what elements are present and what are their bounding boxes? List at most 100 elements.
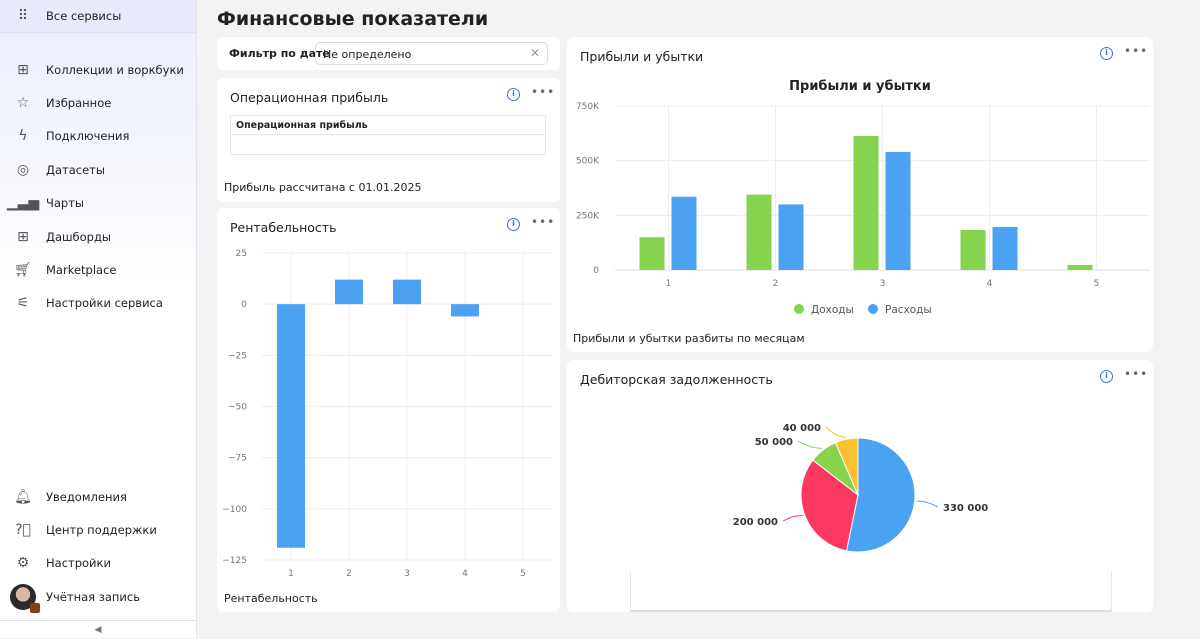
sidebar-item-label: Настройки xyxy=(46,556,111,571)
y-tick-label: −25 xyxy=(228,351,247,361)
bar xyxy=(451,304,479,317)
all-services-label: Все сервисы xyxy=(46,9,122,24)
dashboards-icon: ⊞ xyxy=(17,228,29,245)
pie-slice xyxy=(800,459,859,552)
sidebar-item-account[interactable]: Учётная запись xyxy=(0,580,196,613)
widget-title: Операционная прибыль xyxy=(230,90,389,105)
clear-icon[interactable]: ✕ xyxy=(529,46,540,60)
x-tick-label: 3 xyxy=(880,279,886,289)
sidebar-item-notifications[interactable]: 🔔︎ Уведомления xyxy=(0,480,196,513)
widget-note: Прибыль рассчитана с 01.01.2025 xyxy=(224,181,422,194)
star-icon: ☆ xyxy=(16,95,30,112)
collapse-sidebar-button[interactable]: ◀ xyxy=(0,620,196,638)
sidebar-item-marketplace[interactable]: 🛒︎ Marketplace xyxy=(0,253,196,286)
pie-label: 330 000 xyxy=(943,503,988,514)
bar-income xyxy=(1067,264,1093,270)
sidebar-item-label: Коллекции и воркбуки xyxy=(46,62,184,77)
sidebar-item-service-settings[interactable]: ⚟ Настройки сервиса xyxy=(0,287,196,320)
date-filter-select[interactable]: Не определено ✕ xyxy=(315,42,548,65)
chart-title: Прибыли и убытки xyxy=(789,79,931,94)
sidebar-item-settings[interactable]: ⚙ Настройки xyxy=(0,547,196,580)
y-tick-label: −75 xyxy=(228,454,247,464)
sidebar-item-favorites[interactable]: ☆ Избранное xyxy=(0,86,196,119)
sidebar-item-label: Датасеты xyxy=(46,162,105,177)
pnl-widget: Прибыли и убытки i ••• Прибыли и убытки 0… xyxy=(567,37,1153,352)
pie-label: 40 000 xyxy=(783,423,821,434)
bar xyxy=(335,279,363,305)
profit-table: Операционная прибыль xyxy=(230,115,546,155)
connections-icon: ϟ xyxy=(18,128,28,145)
page-title: Финансовые показатели xyxy=(217,8,489,30)
widget-title: Прибыли и убытки xyxy=(580,49,704,64)
y-tick-label: −100 xyxy=(222,505,247,515)
more-menu-icon[interactable]: ••• xyxy=(531,215,556,229)
sidebar-item-charts[interactable]: ▁▃▅ Чарты xyxy=(0,187,196,220)
bar-income xyxy=(960,229,986,270)
bar-income xyxy=(853,135,879,270)
widget-note: Прибыли и убытки разбиты по месяцам xyxy=(573,332,805,345)
more-menu-icon[interactable]: ••• xyxy=(531,85,556,99)
y-tick-label: 0 xyxy=(241,300,247,310)
sidebar-item-collections[interactable]: ⊞ Коллекции и воркбуки xyxy=(0,53,196,86)
pie-slice xyxy=(834,437,859,496)
legend-label: Расходы xyxy=(885,304,932,316)
x-tick-label: 2 xyxy=(346,569,352,579)
legend-label: Доходы xyxy=(811,304,854,316)
sidebar-item-label: Учётная запись xyxy=(46,589,140,604)
x-tick-label: 1 xyxy=(666,279,672,289)
bar-income xyxy=(746,194,772,270)
bell-icon: 🔔︎ xyxy=(14,488,32,505)
pie-connector xyxy=(916,500,939,508)
sidebar-item-dashboards[interactable]: ⊞ Дашборды xyxy=(0,220,196,253)
pnl-chart: Прибыли и убытки 0 250K 500K 750K 1 2 3 4 5 Доходы… xyxy=(576,79,1150,316)
sliders-icon: ⚟ xyxy=(16,295,30,312)
bar-expenses xyxy=(671,196,697,270)
info-icon[interactable]: i xyxy=(1100,47,1113,60)
widget-title: Рентабельность xyxy=(230,220,337,235)
sidebar-item-label: Уведомления xyxy=(46,489,127,504)
legend-marker xyxy=(868,304,878,314)
avatar xyxy=(10,583,40,613)
pie-connector xyxy=(782,514,803,522)
bar-expenses xyxy=(885,151,911,270)
more-menu-icon[interactable]: ••• xyxy=(1124,44,1149,58)
pie-scroll-area xyxy=(630,572,1112,612)
sidebar-item-datasets[interactable]: ◎ Датасеты xyxy=(0,153,196,186)
widget-title: Дебиторская задолженность xyxy=(580,372,773,387)
collections-icon: ⊞ xyxy=(17,61,29,78)
info-icon[interactable]: i xyxy=(507,218,520,231)
x-tick-label: 5 xyxy=(1094,279,1100,289)
date-filter-widget: Фильтр по дате Не определено ✕ xyxy=(217,37,560,70)
operating-profit-widget: Операционная прибыль i ••• Операционная … xyxy=(217,78,560,202)
all-services-button[interactable]: ⠿ Все сервисы xyxy=(0,0,196,34)
profitability-chart: 1 2 3 4 5 25 0 −25 −50 −75 −100 −125 xyxy=(222,249,552,579)
receivables-widget: Дебиторская задолженность i ••• 330 000 2… xyxy=(567,360,1153,612)
sidebar-item-label: Избранное xyxy=(46,96,112,111)
bar xyxy=(277,304,305,548)
info-icon[interactable]: i xyxy=(1100,370,1113,383)
sidebar-item-support[interactable]: ?⃝ Центр поддержки xyxy=(0,513,196,546)
pie-label: 50 000 xyxy=(755,437,793,448)
filter-value: Не определено xyxy=(323,48,412,61)
y-tick-label: 750K xyxy=(576,102,600,112)
x-tick-label: 2 xyxy=(773,279,779,289)
more-menu-icon[interactable]: ••• xyxy=(1124,367,1149,381)
y-tick-label: 500K xyxy=(576,157,600,167)
charts-icon: ▁▃▅ xyxy=(6,195,40,212)
info-icon[interactable]: i xyxy=(507,88,520,101)
widget-note: Рентабельность xyxy=(224,592,318,605)
x-tick-label: 3 xyxy=(404,569,410,579)
y-tick-label: −125 xyxy=(222,556,247,566)
sidebar-item-label: Marketplace xyxy=(46,263,117,278)
y-tick-label: 250K xyxy=(576,211,600,221)
y-tick-label: 0 xyxy=(593,266,599,276)
sidebar-item-label: Настройки сервиса xyxy=(46,296,163,311)
sidebar-item-connections[interactable]: ϟ Подключения xyxy=(0,120,196,153)
sidebar-item-label: Подключения xyxy=(46,129,130,144)
sidebar-item-label: Центр поддержки xyxy=(46,523,157,538)
pie-label: 200 000 xyxy=(733,517,778,528)
cart-icon: 🛒︎ xyxy=(14,262,32,279)
bar-expenses xyxy=(992,226,1018,270)
bar xyxy=(393,279,421,305)
sidebar: ⠿ Все сервисы ⊞ Коллекции и воркбуки ☆ Изб… xyxy=(0,0,197,638)
